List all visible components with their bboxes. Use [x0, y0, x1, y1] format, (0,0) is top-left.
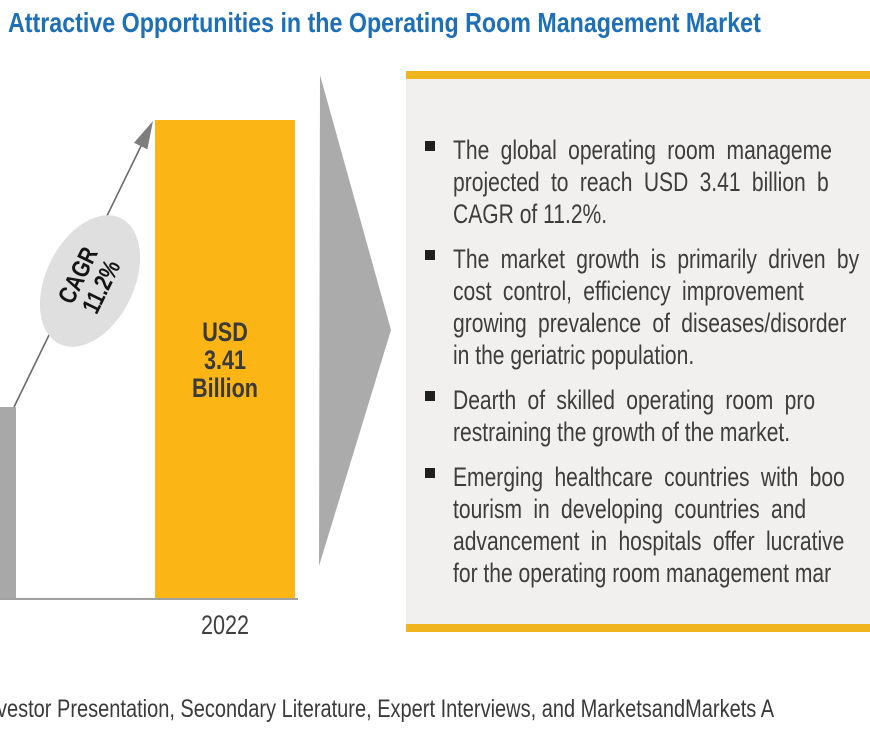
bullet-text: The global operating room manageme projec…	[453, 134, 870, 230]
bullet-item: The market growth is primarily driven by…	[425, 243, 870, 371]
bullet-square-icon	[425, 468, 435, 478]
bullet-item: Emerging healthcare countries with boo to…	[425, 461, 870, 589]
bullet-text: Dearth of skilled operating room pro rest…	[453, 384, 870, 448]
source-attribution: vestor Presentation, Secondary Literatur…	[0, 695, 775, 723]
cagr-badge-text: CAGR 11.2%	[53, 243, 127, 319]
bullet-line: The market growth is primarily driven by	[453, 244, 860, 274]
bullet-line: tourism in developing countries and	[453, 494, 807, 524]
highlights-panel: The global operating room manageme projec…	[406, 71, 870, 632]
bullet-line: for the operating room management mar	[453, 558, 832, 588]
bullet-square-icon	[425, 250, 435, 260]
bullet-square-icon	[425, 391, 435, 401]
bar-2022: USD 3.41 Billion	[155, 120, 295, 598]
bullet-line: advancement in hospitals offer lucrative	[453, 526, 845, 556]
bullet-line: Dearth of skilled operating room pro	[453, 385, 816, 415]
bullet-line: projected to reach USD 3.41 billion b	[453, 167, 829, 197]
x-axis-label-2022: 2022	[200, 610, 250, 640]
bar-value-line: USD	[202, 317, 248, 347]
bar-value-line: 3.41	[203, 345, 247, 375]
bullet-text: Emerging healthcare countries with boo to…	[453, 461, 870, 589]
bullet-line: restraining the growth of the market.	[453, 417, 791, 447]
bullet-square-icon	[425, 141, 435, 151]
page-title: Attractive Opportunities in the Operatin…	[8, 7, 761, 38]
x-axis-line	[0, 598, 298, 600]
bullet-item: Dearth of skilled operating room pro rest…	[425, 384, 870, 448]
bullet-line: growing prevalence of diseases/disorder	[453, 308, 847, 338]
bullet-line: Emerging healthcare countries with boo	[453, 462, 845, 492]
bullet-line: in the geriatric population.	[453, 340, 695, 370]
flow-arrow-icon	[319, 75, 391, 566]
bar-value-label: USD 3.41 Billion	[169, 318, 281, 402]
bar-value-line: Billion	[192, 373, 258, 403]
bullet-line: The global operating room manageme	[453, 135, 832, 165]
bullet-item: The global operating room manageme projec…	[425, 134, 870, 230]
growth-arrow-head-icon	[134, 121, 153, 150]
bullet-text: The market growth is primarily driven by…	[453, 243, 870, 371]
bar-previous-year	[0, 407, 16, 598]
bullet-line: cost control, efficiency improvement	[453, 276, 804, 306]
bullet-line: CAGR of 11.2%.	[453, 199, 608, 229]
